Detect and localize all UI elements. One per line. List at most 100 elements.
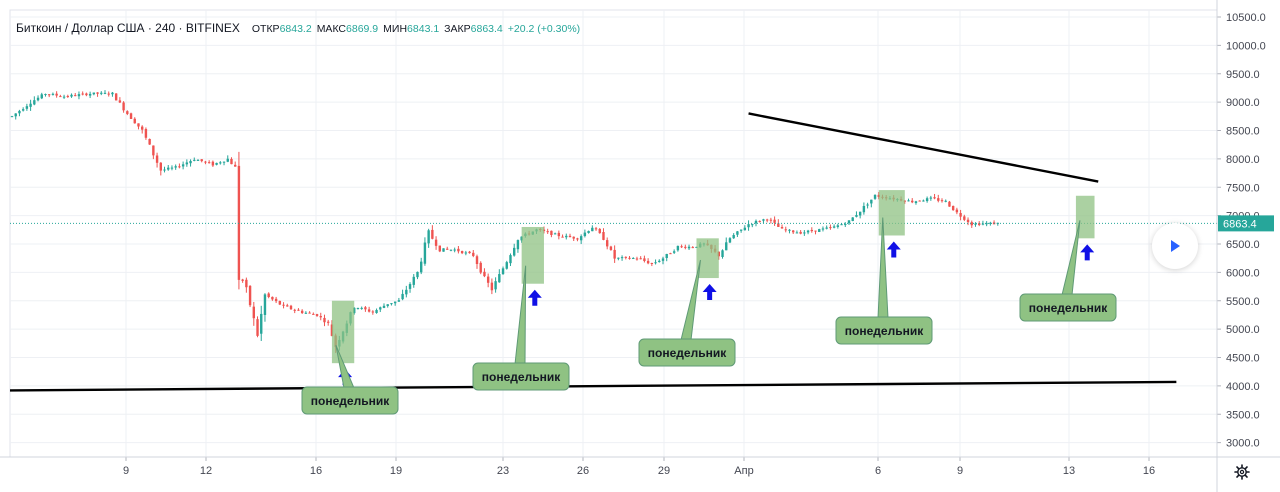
candle-up <box>762 219 765 221</box>
candle-up <box>907 200 910 202</box>
candle-up <box>21 109 25 111</box>
candle-up <box>851 217 854 222</box>
candle-up <box>844 224 847 226</box>
candle-up <box>163 169 166 171</box>
candle-down <box>204 161 207 163</box>
gear-icon <box>1234 464 1250 480</box>
candle-down <box>137 123 140 127</box>
candle-down <box>568 235 572 238</box>
candle-up <box>788 229 791 231</box>
candle-up <box>565 235 568 238</box>
candle-up <box>390 303 393 305</box>
candle-down <box>829 227 832 229</box>
candle-down <box>594 228 598 230</box>
candle-up <box>587 230 590 233</box>
candle-down <box>367 309 371 312</box>
candle-down <box>267 293 270 298</box>
candle-down <box>245 279 248 288</box>
candle-up <box>836 225 840 227</box>
candle-up <box>676 245 680 251</box>
candle-down <box>546 231 549 233</box>
callout-label: понедельник <box>648 346 727 360</box>
resistance-trendline <box>748 112 1099 183</box>
candle-up <box>591 227 594 232</box>
symbol-title[interactable]: Биткоин / Доллар США · 240 · BITFINEX <box>16 21 240 35</box>
candle-down <box>133 118 136 124</box>
candle-up <box>33 100 36 105</box>
candle-up <box>498 274 501 283</box>
candle-down <box>126 111 129 114</box>
candle-down <box>282 304 285 306</box>
monday-zone <box>521 226 544 284</box>
candle-up <box>795 232 799 234</box>
candle-down <box>948 201 951 207</box>
candle-down <box>371 311 375 313</box>
candle-down <box>330 324 334 336</box>
candle-down <box>777 223 780 227</box>
candle-up <box>847 220 851 224</box>
candle-down <box>639 258 642 260</box>
candle-up <box>974 223 977 225</box>
candle-down <box>475 256 479 265</box>
candle-up <box>408 284 412 289</box>
candle-down <box>207 162 211 164</box>
callout-label: понедельник <box>1029 301 1108 315</box>
candle-up <box>661 258 665 261</box>
y-tick-label: 10000.0 <box>1226 40 1266 52</box>
candle-up <box>379 307 382 310</box>
candle-down <box>319 316 322 318</box>
candle-down <box>293 309 296 311</box>
callout-box <box>301 386 399 415</box>
candle-down <box>951 205 955 211</box>
candle-up <box>77 94 81 97</box>
candle-down <box>211 161 215 166</box>
x-tick-label: 16 <box>1143 465 1155 477</box>
candle-down <box>780 227 784 229</box>
candle-down <box>978 223 981 225</box>
scroll-to-realtime-button[interactable] <box>1152 223 1198 269</box>
candle-up <box>174 166 177 168</box>
candle-down <box>769 219 773 221</box>
candle-down <box>643 258 646 262</box>
candle-down <box>606 240 609 247</box>
x-tick-label: 9 <box>123 465 129 477</box>
candle-up <box>88 93 92 96</box>
candle-up <box>185 162 189 165</box>
candle-up <box>40 94 43 99</box>
up-arrow-icon <box>886 241 901 258</box>
y-tick-label: 9000.0 <box>1226 97 1260 109</box>
candle-down <box>799 231 802 234</box>
candle-up <box>386 304 389 307</box>
candle-up <box>989 222 992 224</box>
candle-down <box>650 262 654 264</box>
open-label: ОТКР <box>251 23 280 35</box>
x-tick-label: Апр <box>734 465 753 477</box>
candle-up <box>416 271 419 278</box>
monday-zones: понедельник понедельник понедельник понедел… <box>301 190 1117 415</box>
candle-up <box>632 258 635 260</box>
candle-up <box>453 249 456 251</box>
candle-up <box>806 230 810 233</box>
candle-down <box>327 321 330 323</box>
y-tick-label: 8500.0 <box>1226 126 1260 138</box>
candle-up <box>356 307 360 309</box>
candle-down <box>602 232 605 240</box>
callout-label: понедельник <box>482 370 561 384</box>
candle-down <box>684 246 687 248</box>
candle-down <box>438 245 441 252</box>
candle-down <box>74 95 77 97</box>
callout-label: понедельник <box>311 394 390 408</box>
candle-down <box>155 155 159 163</box>
candle-down <box>613 249 616 259</box>
candle-down <box>490 282 494 291</box>
candle-up <box>222 161 226 163</box>
candle-down <box>550 230 553 236</box>
candle-up <box>170 167 174 169</box>
candle-up <box>196 159 200 161</box>
candle-down <box>256 319 259 336</box>
up-arrow-icon <box>527 289 542 306</box>
candle-up <box>100 92 103 94</box>
chart-settings-button[interactable] <box>1232 462 1252 482</box>
low-label: МИН <box>383 23 408 35</box>
